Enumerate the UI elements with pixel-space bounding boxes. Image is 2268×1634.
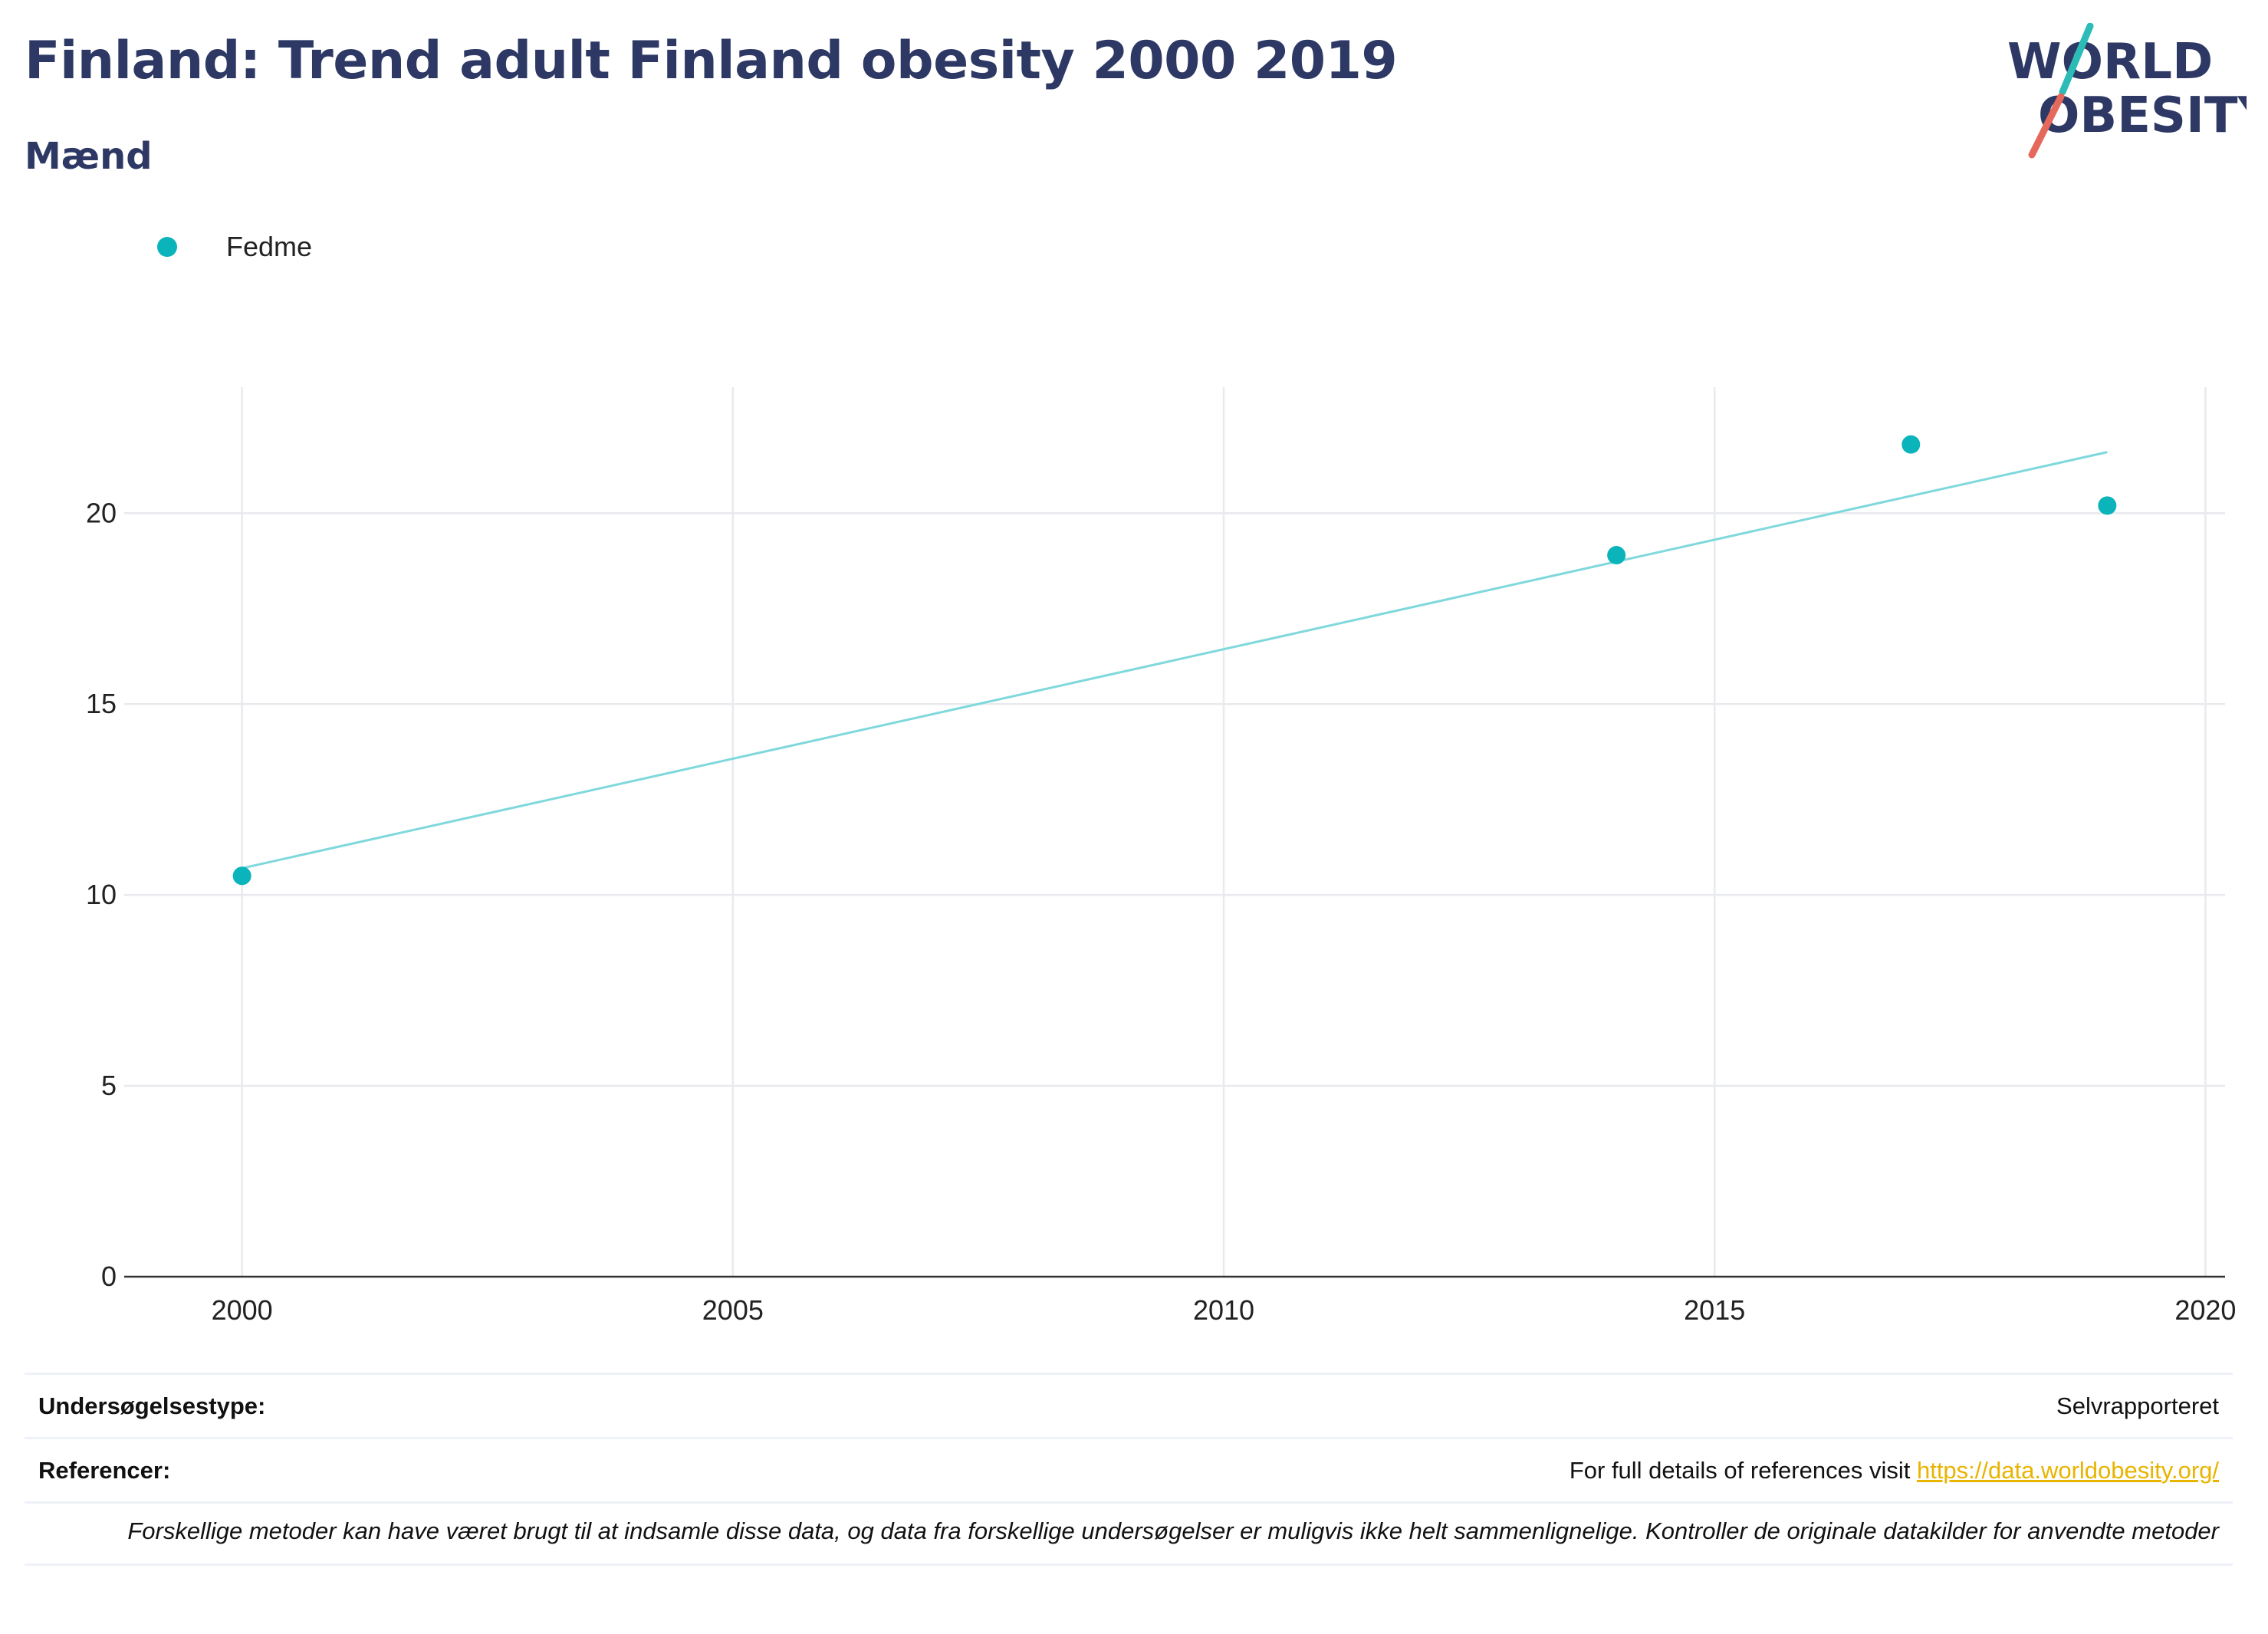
- references-label: Referencer:: [38, 1456, 171, 1484]
- logo-slash-bottom: [2028, 93, 2065, 159]
- chart-title: Finland: Trend adult Finland obesity 200…: [25, 31, 1398, 91]
- references-text: For full details of references visit: [1569, 1456, 1911, 1484]
- legend-label: Fedme: [226, 231, 313, 262]
- x-tick-label: 2020: [2174, 1294, 2236, 1326]
- references-value: For full details of references visit htt…: [1570, 1457, 2219, 1484]
- trend-line: [242, 451, 2108, 870]
- logo-slash-top: [2059, 23, 2094, 96]
- data-point: [232, 866, 251, 886]
- data-point: [1607, 546, 1626, 565]
- y-tick-label: 5: [101, 1070, 117, 1101]
- logo-text-obesity: OBESITY: [2038, 87, 2247, 144]
- methods-note: Forskellige metoder kan have været brugt…: [25, 1501, 2233, 1566]
- legend-marker: [157, 237, 177, 257]
- world-obesity-logo: WORLD OBESITY: [2007, 23, 2247, 159]
- references-row: Referencer: For full details of referenc…: [25, 1437, 2233, 1501]
- references-link[interactable]: https://data.worldobesity.org/: [1916, 1456, 2219, 1484]
- y-tick-label: 0: [101, 1261, 117, 1292]
- data-point: [2098, 496, 2117, 515]
- survey-type-row: Undersøgelsestype: Selvrapporteret: [25, 1373, 2233, 1437]
- scatter-chart: 2000 2005 2010 2015 2020 0 5 10 15 20: [86, 387, 2236, 1326]
- chart-legend[interactable]: Fedme: [157, 230, 312, 264]
- data-point: [1902, 435, 1921, 454]
- info-table: Undersøgelsestype: Selvrapporteret Refer…: [25, 1373, 2233, 1566]
- y-tick-label: 15: [86, 688, 117, 719]
- chart-subtitle: Mænd: [25, 135, 153, 178]
- x-tick-label: 2010: [1193, 1294, 1254, 1326]
- x-tick-label: 2000: [212, 1294, 273, 1326]
- y-tick-label: 10: [86, 879, 117, 910]
- y-tick-label: 20: [86, 497, 117, 528]
- x-tick-label: 2015: [1684, 1294, 1745, 1326]
- survey-type-value: Selvrapporteret: [2056, 1392, 2219, 1419]
- survey-type-label: Undersøgelsestype:: [38, 1392, 266, 1419]
- x-tick-label: 2005: [702, 1294, 764, 1326]
- logo-text-world: WORLD: [2007, 34, 2213, 90]
